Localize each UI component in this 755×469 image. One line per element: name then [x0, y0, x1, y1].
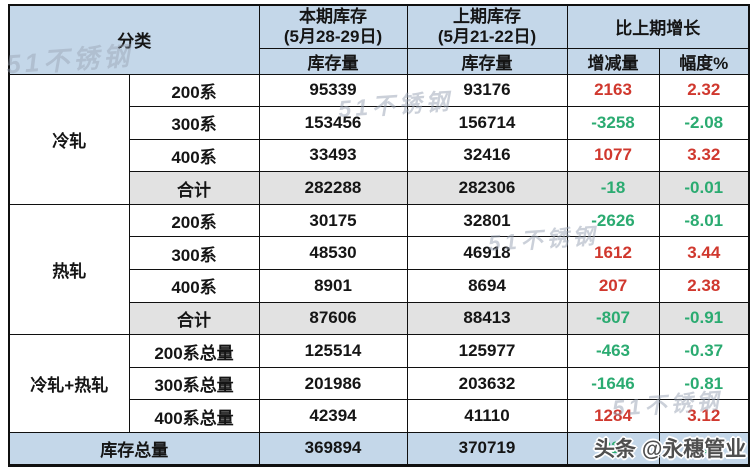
- series-label: 400系: [128, 138, 260, 173]
- current-value: 201986: [258, 366, 408, 401]
- table-row: 400系总量 42394 41110 1284 3.12: [9, 399, 750, 434]
- grand-total-label: 库存总量: [8, 432, 260, 466]
- series-label: 合计: [128, 171, 260, 205]
- rate-value: -8.01: [658, 203, 750, 238]
- current-value: 30175: [258, 203, 408, 238]
- series-label: 400系: [128, 269, 260, 303]
- series-label: 200系: [128, 203, 260, 238]
- current-period-title: 本期库存: [299, 6, 367, 26]
- change-amount-header: 增减量: [566, 47, 660, 75]
- change-value: -463: [566, 334, 660, 368]
- change-rate-header: 幅度%: [658, 47, 750, 75]
- current-value: 48530: [258, 236, 408, 271]
- current-period-dates: (5月28-29日): [283, 26, 383, 46]
- previous-period-header: 上期库存 (5月21-22日): [406, 4, 568, 49]
- group-label-combined: 冷轧+热轧: [8, 334, 130, 434]
- previous-value: 203632: [406, 366, 568, 401]
- previous-value: 41110: [406, 399, 568, 434]
- current-qty-header: 库存量: [258, 47, 408, 75]
- previous-period-dates: (5月21-22日): [437, 26, 537, 46]
- previous-value: 32801: [406, 203, 568, 238]
- change-value: 1077: [566, 138, 660, 173]
- previous-value: 282306: [406, 171, 568, 205]
- series-label: 300系: [128, 236, 260, 271]
- grand-total-row: 库存总量 369894 370719 -825 -0.22: [8, 432, 750, 466]
- previous-value: 88413: [406, 301, 568, 336]
- change-value: -3258: [566, 106, 660, 140]
- previous-value: 93176: [406, 73, 568, 108]
- table-row: 300系 153456 156714 -3258 -2.08: [9, 106, 750, 140]
- previous-value: 370719: [406, 432, 568, 466]
- current-value: 125514: [258, 334, 408, 368]
- rate-value: -0.81: [658, 366, 750, 401]
- current-value: 87606: [258, 301, 408, 336]
- rate-value: -0.22: [658, 432, 750, 466]
- header-row-subcolumns: 库存量 库存量 增减量 幅度%: [9, 47, 750, 75]
- inventory-table: 分类 本期库存 (5月28-29日) 上期库存 (5月21-22日) 比上期增长…: [8, 4, 750, 467]
- rate-value: 3.44: [658, 236, 750, 271]
- table-row: 300系总量 201986 203632 -1646 -0.81: [9, 366, 750, 401]
- rate-value: -0.01: [658, 171, 750, 205]
- previous-value: 8694: [406, 269, 568, 303]
- current-value: 33493: [258, 138, 408, 173]
- table-row: 冷轧+热轧 200系总量 125514 125977 -463 -0.37: [8, 334, 750, 434]
- series-label: 300系总量: [128, 366, 260, 401]
- current-value: 282288: [258, 171, 408, 205]
- series-label: 合计: [128, 301, 260, 336]
- previous-period-title: 上期库存: [453, 6, 521, 26]
- rate-value: 3.12: [658, 399, 750, 434]
- current-value: 42394: [258, 399, 408, 434]
- table-row: 400系 33493 32416 1077 3.32: [9, 138, 750, 173]
- group-label-cold-rolled: 冷轧: [8, 73, 130, 205]
- series-label: 300系: [128, 106, 260, 140]
- current-value: 369894: [258, 432, 408, 466]
- subtotal-row: 合计 282288 282306 -18 -0.01: [9, 171, 750, 205]
- change-value: -1646: [566, 366, 660, 401]
- previous-value: 46918: [406, 236, 568, 271]
- change-value: 1284: [566, 399, 660, 434]
- rate-value: 2.32: [658, 73, 750, 108]
- change-value: -18: [566, 171, 660, 205]
- series-label: 200系: [128, 73, 260, 108]
- rate-value: -0.91: [658, 301, 750, 336]
- subtotal-row: 合计 87606 88413 -807 -0.91: [9, 301, 750, 336]
- change-value: 2163: [566, 73, 660, 108]
- change-value: -807: [566, 301, 660, 336]
- previous-value: 32416: [406, 138, 568, 173]
- category-header: 分类: [8, 4, 260, 75]
- previous-value: 125977: [406, 334, 568, 368]
- change-value: 1612: [566, 236, 660, 271]
- rate-value: 2.38: [658, 269, 750, 303]
- change-value: -2626: [566, 203, 660, 238]
- current-value: 95339: [258, 73, 408, 108]
- previous-value: 156714: [406, 106, 568, 140]
- change-value: -825: [566, 432, 660, 466]
- current-value: 153456: [258, 106, 408, 140]
- current-period-header: 本期库存 (5月28-29日): [258, 4, 408, 49]
- series-label: 400系总量: [128, 399, 260, 434]
- rate-value: -2.08: [658, 106, 750, 140]
- table-row: 冷轧 200系 95339 93176 2163 2.32: [8, 73, 750, 205]
- growth-header: 比上期增长: [566, 4, 750, 49]
- previous-qty-header: 库存量: [406, 47, 568, 75]
- change-value: 207: [566, 269, 660, 303]
- rate-value: -0.37: [658, 334, 750, 368]
- series-label: 200系总量: [128, 334, 260, 368]
- current-value: 8901: [258, 269, 408, 303]
- group-label-hot-rolled: 热轧: [8, 203, 130, 336]
- rate-value: 3.32: [658, 138, 750, 173]
- table-row: 热轧 200系 30175 32801 -2626 -8.01: [8, 203, 750, 336]
- header-row-groups: 分类 本期库存 (5月28-29日) 上期库存 (5月21-22日) 比上期增长: [8, 4, 750, 75]
